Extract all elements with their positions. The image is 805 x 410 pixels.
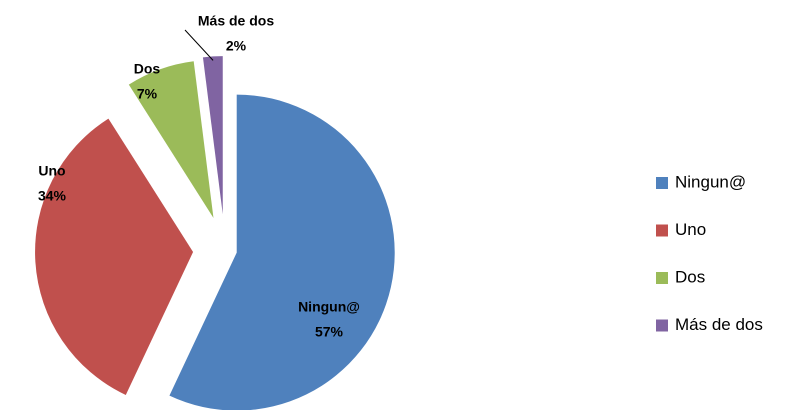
legend-swatch bbox=[656, 224, 668, 237]
legend-label: Uno bbox=[675, 220, 706, 239]
legend-swatch bbox=[656, 272, 668, 284]
legend-swatch bbox=[656, 177, 668, 189]
legend-label: Más de dos bbox=[675, 315, 763, 334]
pie-slice bbox=[202, 56, 223, 215]
slice-label-name: Más de dos bbox=[198, 13, 274, 29]
slice-label-name: Ningun@ bbox=[298, 299, 360, 315]
slice-label-value: 7% bbox=[137, 86, 158, 102]
slice-label-value: 34% bbox=[38, 188, 67, 204]
pie-slice bbox=[128, 61, 214, 219]
legend-label: Dos bbox=[675, 267, 705, 286]
pie-slice bbox=[169, 94, 395, 410]
slice-label-name: Dos bbox=[134, 61, 161, 77]
pie-slice bbox=[35, 118, 194, 395]
legend-swatch bbox=[656, 319, 668, 332]
slice-label-value: 2% bbox=[226, 38, 247, 54]
legend-label: Ningun@ bbox=[675, 172, 746, 191]
slice-label-value: 57% bbox=[315, 324, 344, 340]
slice-label-name: Uno bbox=[38, 163, 65, 179]
leader-line bbox=[184, 29, 214, 61]
